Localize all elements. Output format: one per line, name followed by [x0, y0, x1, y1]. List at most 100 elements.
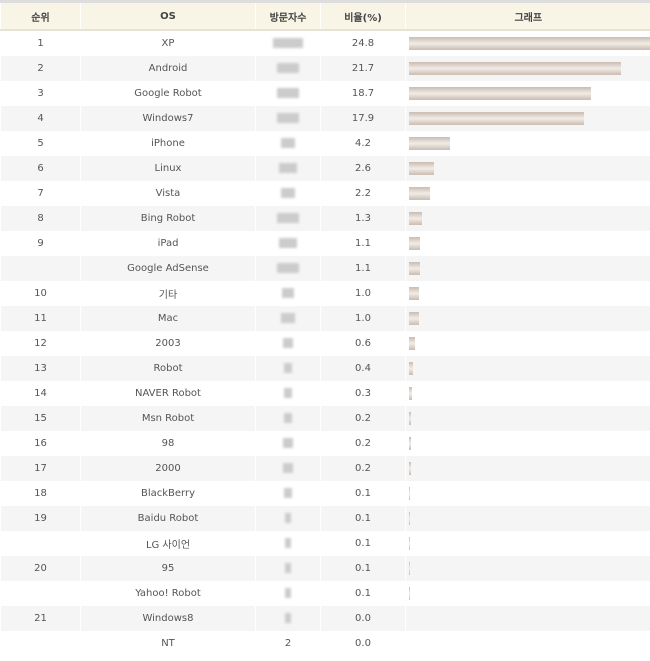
visitors-blurred: [277, 63, 299, 73]
os-cell: Robot: [80, 356, 256, 381]
visitors-blurred: [279, 238, 297, 248]
ratio-value: 0.3: [355, 388, 371, 399]
visitors-cell: [255, 231, 321, 256]
visitors-blurred: [281, 188, 295, 198]
ratio-cell: 0.2: [320, 431, 406, 456]
ratio-bar: [409, 462, 411, 475]
graph-cell: [405, 30, 650, 56]
ratio-value: 0.1: [355, 538, 371, 549]
os-cell: Google Robot: [80, 81, 256, 106]
ratio-bar: [409, 362, 413, 375]
visitors-cell: [255, 606, 321, 631]
os-cell: iPhone: [80, 131, 256, 156]
visitors-blurred: [284, 388, 292, 398]
ratio-cell: 0.1: [320, 481, 406, 506]
rank-cell: 20: [0, 556, 81, 581]
rank-cell: [0, 631, 81, 656]
ratio-bar: [409, 512, 410, 525]
ratio-cell: 0.1: [320, 556, 406, 581]
ratio-value: 21.7: [351, 63, 375, 74]
ratio-value: 2.2: [355, 188, 371, 199]
os-cell: Mac: [80, 306, 256, 331]
ratio-cell: 1.0: [320, 306, 406, 331]
ratio-bar: [409, 337, 415, 350]
visitors-cell: [255, 281, 321, 306]
ratio-value: 1.0: [355, 313, 371, 324]
ratio-value: 0.1: [355, 513, 371, 524]
rank-cell: 12: [0, 331, 81, 356]
table-row: 1 XP 24.8: [0, 30, 650, 56]
graph-cell: [405, 481, 650, 506]
table-row: 10 기타 1.0: [0, 281, 650, 306]
os-cell: BlackBerry: [80, 481, 256, 506]
rank-cell: 21: [0, 606, 81, 631]
visitors-blurred: [273, 38, 303, 48]
visitors-cell: [255, 56, 321, 81]
ratio-value: 17.9: [351, 113, 375, 124]
graph-cell: [405, 231, 650, 256]
ratio-bar: [409, 112, 584, 125]
os-cell: XP: [80, 30, 256, 56]
table-row: 5 iPhone 4.2: [0, 131, 650, 156]
ratio-bar: [409, 412, 411, 425]
rank-cell: 14: [0, 381, 81, 406]
header-ratio: 비율(%): [320, 1, 406, 31]
visitors-cell: [255, 106, 321, 131]
visitors-blurred: [282, 288, 294, 298]
rank-cell: 11: [0, 306, 81, 331]
ratio-cell: 1.0: [320, 281, 406, 306]
ratio-value: 0.1: [355, 488, 371, 499]
os-cell: Bing Robot: [80, 206, 256, 231]
visitors-cell: [255, 81, 321, 106]
visitors-cell: [255, 431, 321, 456]
ratio-bar: [409, 137, 450, 150]
table-row: 3 Google Robot 18.7: [0, 81, 650, 106]
ratio-bar: [409, 312, 419, 325]
graph-cell: [405, 156, 650, 181]
ratio-cell: 2.6: [320, 156, 406, 181]
table-header: 순위 OS 방문자수 비율(%) 그래프: [0, 1, 650, 31]
ratio-bar: [409, 87, 592, 100]
ratio-cell: 0.1: [320, 581, 406, 606]
ratio-cell: 0.2: [320, 456, 406, 481]
ratio-cell: 4.2: [320, 131, 406, 156]
table-row: 19 Baidu Robot 0.1: [0, 506, 650, 531]
visitors-blurred: [277, 263, 299, 273]
ratio-value: 4.2: [355, 138, 371, 149]
header-graph: 그래프: [405, 1, 650, 31]
visitors-blurred: [285, 563, 291, 573]
table-row: 17 2000 0.2: [0, 456, 650, 481]
ratio-bar: [409, 37, 650, 50]
ratio-value: 0.4: [355, 363, 371, 374]
table-row: 18 BlackBerry 0.1: [0, 481, 650, 506]
visitors-cell: [255, 481, 321, 506]
table-row: Yahoo! Robot 0.1: [0, 581, 650, 606]
ratio-value: 0.1: [355, 588, 371, 599]
ratio-value: 0.0: [355, 613, 371, 624]
table-row: 6 Linux 2.6: [0, 156, 650, 181]
rank-cell: [0, 531, 81, 556]
visitors-blurred: [277, 88, 299, 98]
table-row: 2 Android 21.7: [0, 56, 650, 81]
os-cell: Yahoo! Robot: [80, 581, 256, 606]
ratio-cell: 0.6: [320, 331, 406, 356]
graph-cell: [405, 56, 650, 81]
ratio-value: 0.1: [355, 563, 371, 574]
ratio-bar: [409, 62, 621, 75]
ratio-cell: 0.4: [320, 356, 406, 381]
ratio-bar: [409, 212, 422, 225]
ratio-value: 2.6: [355, 163, 371, 174]
visitors-cell: [255, 531, 321, 556]
rank-cell: 19: [0, 506, 81, 531]
visitors-cell: [255, 156, 321, 181]
rank-cell: 10: [0, 281, 81, 306]
ratio-value: 0.2: [355, 438, 371, 449]
os-cell: Msn Robot: [80, 406, 256, 431]
graph-cell: [405, 531, 650, 556]
ratio-value: 1.0: [355, 288, 371, 299]
ratio-cell: 1.1: [320, 256, 406, 281]
visitors-cell: [255, 181, 321, 206]
visitors-cell: [255, 30, 321, 56]
visitors-cell: [255, 556, 321, 581]
rank-cell: 7: [0, 181, 81, 206]
